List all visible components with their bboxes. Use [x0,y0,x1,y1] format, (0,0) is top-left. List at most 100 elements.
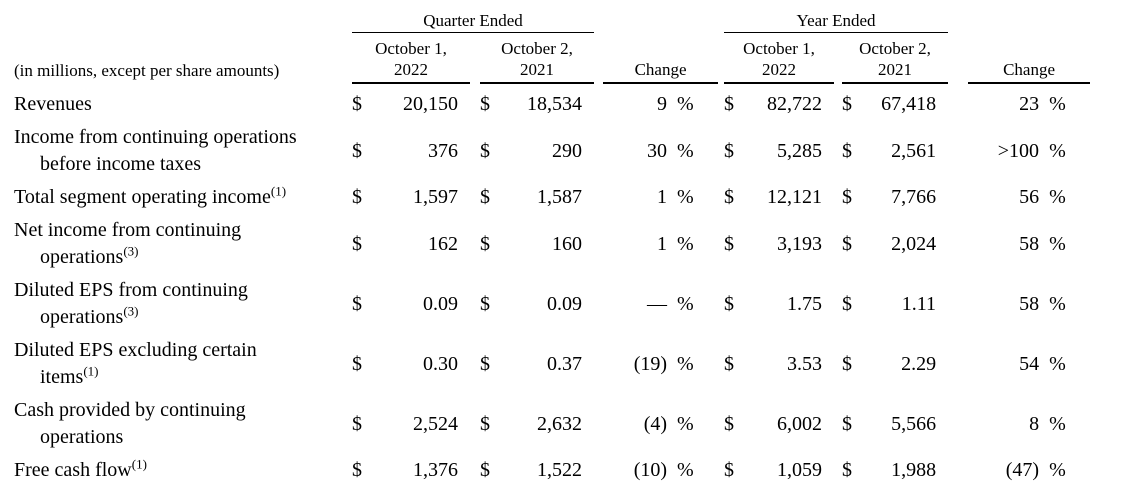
amount-value: 1,522 [537,459,583,481]
percent-sign: % [1049,93,1066,115]
change-value: 23 [1019,93,1040,115]
table-body: Revenues $ 20,150 $ 18,534 9 % $ 82,7 [14,83,1090,487]
gap-cell [834,394,842,454]
year-oct2-2021-header: October 2, 2021 [842,32,949,84]
percent-sign: % [1049,292,1066,315]
footnote-marker: (1) [131,456,147,472]
gap-cell [948,454,968,487]
cell-year-change: (47) % [968,454,1090,487]
change-value: 1 [657,186,668,208]
amount-value: 1.75 [787,292,823,315]
col-header-line: October 2, [501,39,573,58]
units-note: (in millions, except per share amounts) [14,61,280,80]
amount-value: 1,597 [413,186,458,208]
cell-quarter-2021: $ 160 [480,214,594,274]
table-row: Revenues $ 20,150 $ 18,534 9 % $ 82,7 [14,83,1090,121]
amount-value: 3.53 [787,352,823,375]
col-header-line: 2021 [520,60,555,79]
row-label: Revenues [14,83,352,121]
cell-quarter-change: (10) % [603,454,718,487]
row-label-line: Diluted EPS excluding certain [14,339,257,361]
dollar-sign: $ [480,412,490,435]
cell-year-change: >100 % [968,121,1090,181]
cell-year-2021: $ 2.29 [842,334,948,394]
dollar-sign: $ [724,232,735,255]
amount-value: 0.09 [547,292,583,315]
change-value: 30 [647,139,668,162]
empty-cell [14,10,352,33]
col-header-line: October 1, [743,39,815,58]
row-label-line: Free cash flow(1) [14,456,147,481]
cell-quarter-2022: $ 0.09 [352,274,470,334]
row-label-line: Diluted EPS from continuing [14,279,248,301]
amount-value: 82,722 [767,93,823,115]
amount-value: 18,534 [527,93,583,115]
dollar-sign: $ [842,232,853,255]
row-label: Diluted EPS from continuing operations(3) [14,274,352,334]
percent-sign: % [677,352,694,375]
cell-quarter-2022: $ 1,376 [352,454,470,487]
cell-quarter-change: (19) % [603,334,718,394]
cell-quarter-2022: $ 0.30 [352,334,470,394]
gap-cell [834,33,842,84]
dollar-sign: $ [724,93,735,115]
dollar-sign: $ [352,292,362,315]
gap-cell [834,83,842,121]
dollar-sign: $ [842,412,853,435]
dollar-sign: $ [352,139,362,162]
col-header-line: October 2, [859,39,931,58]
change-value: 8 [1029,412,1040,435]
dollar-sign: $ [842,139,853,162]
gap-cell [594,121,603,181]
cell-quarter-2021: $ 1,522 [480,454,594,487]
dollar-sign: $ [724,292,735,315]
percent-sign: % [1049,412,1066,435]
cell-year-change: 8 % [968,394,1090,454]
dollar-sign: $ [724,412,735,435]
cell-quarter-2022: $ 2,524 [352,394,470,454]
percent-sign: % [1049,232,1066,255]
cell-quarter-2021: $ 290 [480,121,594,181]
cell-quarter-2021: $ 1,587 [480,181,594,214]
row-label-line: items(1) [40,363,99,388]
year-change-header: Change [968,32,1091,84]
change-value: (10) [633,459,668,481]
cell-quarter-2022: $ 376 [352,121,470,181]
empty-cell [948,10,968,33]
percent-sign: % [677,139,694,162]
cell-year-2021: $ 1.11 [842,274,948,334]
dollar-sign: $ [480,352,490,375]
cell-quarter-change: 1 % [603,214,718,274]
cell-year-change: 56 % [968,181,1090,214]
table-row: Net income from continuing operations(3) … [14,214,1090,274]
quarter-oct1-2022-header: October 1, 2022 [352,32,470,84]
change-value: (47) [1005,459,1040,481]
cell-year-change: 23 % [968,83,1090,121]
amount-value: 2,524 [413,412,458,435]
row-label-line: Revenues [14,92,92,115]
col-header-line: 2021 [878,60,913,79]
cell-year-2021: $ 7,766 [842,181,948,214]
dollar-sign: $ [842,459,853,481]
gap-cell [834,274,842,334]
percent-sign: % [677,292,694,315]
gap-cell [948,83,968,121]
gap-cell [594,394,603,454]
percent-sign: % [677,93,694,115]
cell-year-2022: $ 3.53 [724,334,834,394]
gap-cell [834,214,842,274]
dollar-sign: $ [352,459,362,481]
change-value: 9 [657,93,668,115]
gap-cell [594,274,603,334]
amount-value: 0.30 [423,352,458,375]
quarter-change-header: Change [603,32,719,84]
footnote-marker: (1) [83,363,99,379]
dollar-sign: $ [352,352,362,375]
gap-cell [834,334,842,394]
row-label-line: Net income from continuing [14,219,242,241]
cell-year-2021: $ 5,566 [842,394,948,454]
row-label-line: before income taxes [40,153,202,175]
footnote-marker: (1) [270,183,287,199]
gap-cell [834,121,842,181]
